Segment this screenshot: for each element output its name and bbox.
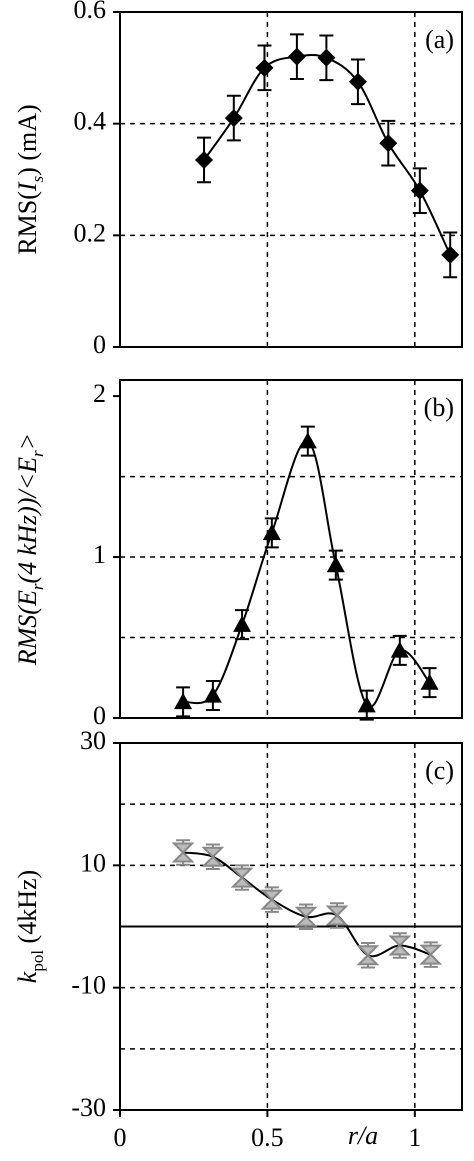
y-tick-label: 0 (93, 330, 106, 359)
y-axis-label-part: E (13, 457, 42, 474)
marker (357, 696, 376, 713)
y-axis-label-part: s (28, 175, 47, 182)
marker (262, 523, 281, 541)
y-axis-label-part: (4 kHz))/< (13, 473, 42, 584)
curve (182, 440, 431, 709)
y-axis-label-part: I (13, 181, 42, 192)
plot-frame (119, 379, 463, 719)
y-axis-label-part: ) (mA) (13, 104, 42, 175)
marker (233, 615, 252, 632)
marker (174, 692, 193, 710)
y-axis-label-part: (4kHz) (13, 870, 42, 950)
marker (410, 181, 429, 200)
x-tick-label: 1 (408, 1123, 421, 1152)
x-tick-label: 0 (114, 1123, 127, 1152)
marker (294, 906, 318, 927)
y-tick-label: -10 (71, 971, 106, 1000)
y-axis-label-part: k (13, 971, 42, 983)
y-axis-label-part: pol (28, 950, 47, 972)
marker (201, 846, 225, 867)
y-axis-label-part: RMS( (13, 191, 42, 255)
curve (203, 54, 452, 256)
panel-label: (a) (425, 25, 454, 54)
marker (326, 556, 345, 573)
marker (171, 842, 195, 863)
marker (379, 134, 398, 153)
marker (441, 245, 460, 264)
marker (287, 47, 306, 66)
x-axis-label: r/a (348, 1121, 378, 1150)
y-tick-label: 10 (80, 848, 106, 877)
marker (260, 889, 284, 910)
marker (298, 432, 317, 449)
marker (420, 673, 439, 690)
marker (195, 150, 214, 169)
y-tick-label: 0.2 (74, 218, 107, 247)
marker (388, 935, 412, 956)
marker (356, 945, 380, 966)
plot-frame (119, 742, 463, 1111)
marker (348, 72, 367, 91)
y-axis-label-part: > (13, 433, 42, 451)
marker (325, 905, 349, 926)
panel-label: (b) (424, 393, 454, 422)
y-tick-label: 30 (80, 726, 106, 755)
y-axis-label: RMS(Er(4 kHz))/<Er> (13, 433, 47, 666)
marker (419, 944, 443, 965)
y-tick-label: -30 (71, 1093, 106, 1122)
marker (255, 58, 274, 77)
plot-frame (119, 11, 463, 348)
y-axis-label-part: r (28, 583, 47, 590)
marker (203, 686, 222, 703)
marker (390, 641, 409, 658)
y-axis-label: RMS(Is) (mA) (13, 104, 47, 254)
y-tick-label: 1 (93, 540, 106, 569)
y-axis-label: kpol (4kHz) (13, 870, 47, 983)
x-tick-label: 0.5 (251, 1123, 284, 1152)
y-axis-label-part: E (13, 590, 42, 607)
panel-label: (c) (425, 756, 454, 785)
y-tick-label: 0 (93, 701, 106, 730)
marker (317, 48, 336, 67)
marker (230, 867, 254, 888)
y-tick-label: 0.6 (74, 0, 107, 24)
y-tick-label: 2 (93, 379, 106, 408)
y-tick-label: 0.4 (74, 107, 107, 136)
marker (224, 109, 243, 128)
y-axis-label-part: r (28, 450, 47, 457)
y-axis-label-part: RMS( (13, 605, 42, 667)
